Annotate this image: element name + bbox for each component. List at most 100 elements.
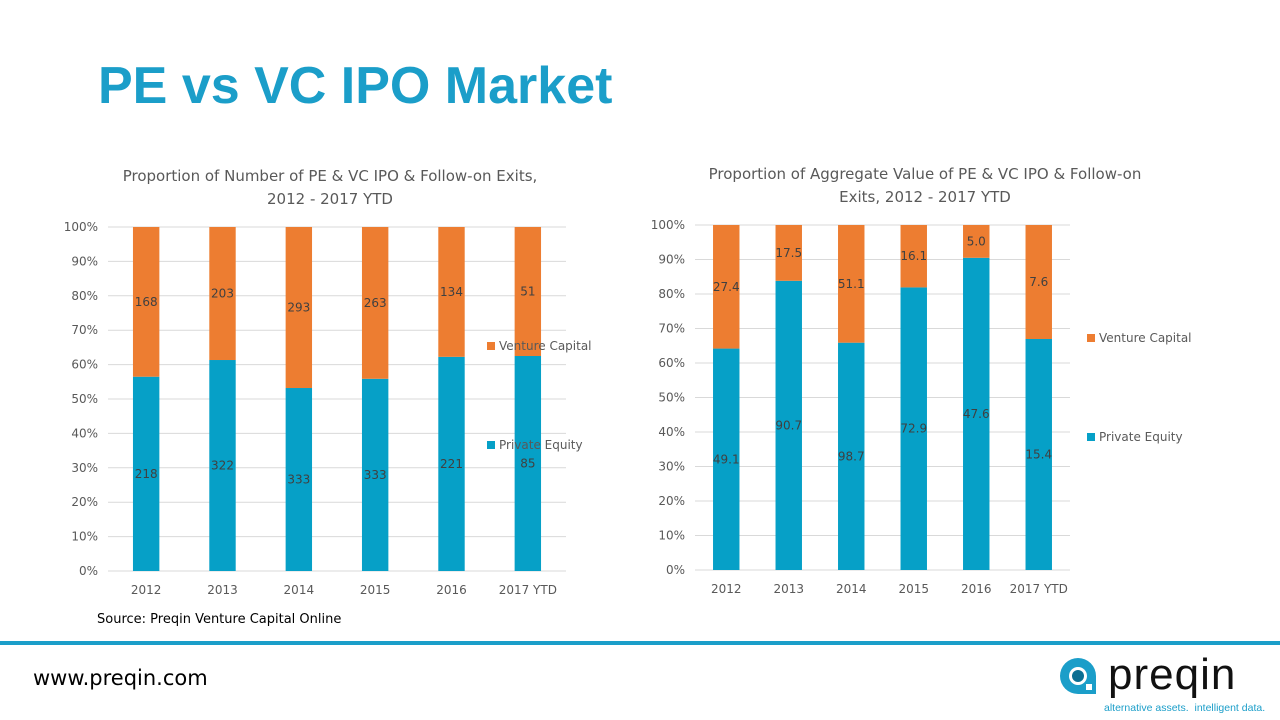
legend-swatch-vc xyxy=(1087,334,1095,342)
legend-label-vc: Venture Capital xyxy=(499,339,592,353)
y-tick-label: 100% xyxy=(651,218,685,232)
x-tick-label: 2012 xyxy=(131,583,162,597)
chart-2-title-line-1: Proportion of Aggregate Value of PE & VC… xyxy=(708,165,1142,183)
bar-venture-capital xyxy=(838,225,865,343)
slide-title: PE vs VC IPO Market xyxy=(98,57,613,115)
bar-private-equity xyxy=(900,287,927,570)
y-tick-label: 50% xyxy=(658,391,685,405)
bar-private-equity xyxy=(514,356,542,571)
y-tick-label: 60% xyxy=(658,356,685,370)
x-tick-label: 2015 xyxy=(898,582,929,596)
legend-swatch-vc xyxy=(487,342,495,350)
x-tick-label: 2013 xyxy=(773,582,804,596)
data-label-private-equity: 49.1 xyxy=(713,452,740,466)
x-tick-label: 2012 xyxy=(711,582,742,596)
data-label-venture-capital: 5.0 xyxy=(967,234,986,248)
bar-private-equity xyxy=(209,360,236,571)
chart-1-title-line-1: Proportion of Number of PE & VC IPO & Fo… xyxy=(122,167,538,185)
x-tick-label: 2017 YTD xyxy=(1010,582,1068,596)
data-label-private-equity: 15.4 xyxy=(1025,448,1052,462)
data-label-venture-capital: 7.6 xyxy=(1029,275,1048,289)
data-label-venture-capital: 293 xyxy=(287,301,310,315)
data-label-private-equity: 90.7 xyxy=(775,418,802,432)
chart-2-title: Proportion of Aggregate Value of PE & VC… xyxy=(680,163,1170,209)
website-url[interactable]: www.preqin.com xyxy=(33,666,208,690)
y-tick-label: 0% xyxy=(79,564,98,578)
bar-private-equity xyxy=(963,257,990,570)
y-tick-label: 20% xyxy=(658,494,685,508)
source-note: Source: Preqin Venture Capital Online xyxy=(97,612,342,627)
data-label-private-equity: 333 xyxy=(287,473,310,487)
bar-private-equity xyxy=(285,388,313,571)
data-label-venture-capital: 16.1 xyxy=(900,249,927,263)
bar-venture-capital xyxy=(209,227,236,361)
tagline-part-2: intelligent data. xyxy=(1194,702,1266,714)
legend-label-vc: Venture Capital xyxy=(1099,331,1192,345)
data-label-venture-capital: 134 xyxy=(440,285,463,299)
y-tick-label: 30% xyxy=(71,461,98,475)
preqin-tagline: alternative assets. intelligent data. xyxy=(1104,702,1265,714)
y-tick-label: 80% xyxy=(658,287,685,301)
footer-divider xyxy=(0,641,1280,645)
x-tick-label: 2016 xyxy=(961,582,992,596)
chart-1-title-line-2: 2012 - 2017 YTD xyxy=(267,190,393,208)
bar-venture-capital xyxy=(132,227,160,377)
bar-private-equity xyxy=(361,378,389,571)
chart-aggregate-value: 0% 10% 20% 30% 40% 50% 60% 70% 80% 90% 100% 49.1 27.… xyxy=(651,218,1192,596)
chart-2-title-line-2: Exits, 2012 - 2017 YTD xyxy=(839,188,1011,206)
data-label-private-equity: 221 xyxy=(440,457,463,471)
legend-swatch-pe xyxy=(1087,433,1095,441)
y-tick-label: 100% xyxy=(64,220,98,234)
data-label-venture-capital: 17.5 xyxy=(775,246,802,260)
data-label-private-equity: 85 xyxy=(520,457,535,471)
x-tick-label: 2017 YTD xyxy=(499,583,557,597)
y-tick-label: 10% xyxy=(658,529,685,543)
legend-swatch-pe xyxy=(487,441,495,449)
y-tick-label: 10% xyxy=(71,530,98,544)
y-tick-label: 60% xyxy=(71,358,98,372)
data-label-private-equity: 333 xyxy=(364,468,387,482)
data-label-private-equity: 218 xyxy=(135,467,158,481)
data-label-venture-capital: 27.4 xyxy=(713,280,740,294)
bar-venture-capital xyxy=(438,227,465,357)
y-tick-label: 40% xyxy=(71,426,98,440)
chart-1-title: Proportion of Number of PE & VC IPO & Fo… xyxy=(90,165,570,211)
y-tick-label: 90% xyxy=(658,253,685,267)
preqin-wordmark: preqin xyxy=(1108,650,1237,699)
bar-venture-capital xyxy=(775,225,802,281)
data-label-private-equity: 72.9 xyxy=(900,422,927,436)
bar-venture-capital xyxy=(1025,225,1052,339)
bar-venture-capital xyxy=(361,227,389,379)
chart-number-of-exits: 0% 10% 20% 30% 40% 50% 60% 70% 80% 90% 100% 218 168 2… xyxy=(64,220,592,597)
y-tick-label: 50% xyxy=(71,392,98,406)
bar-private-equity xyxy=(838,342,865,570)
x-tick-label: 2014 xyxy=(284,583,315,597)
y-tick-label: 70% xyxy=(658,322,685,336)
bar-venture-capital xyxy=(285,227,313,389)
y-tick-label: 70% xyxy=(71,323,98,337)
y-tick-label: 0% xyxy=(666,563,685,577)
bar-private-equity xyxy=(1025,339,1052,570)
x-tick-label: 2014 xyxy=(836,582,867,596)
bar-private-equity xyxy=(713,348,740,570)
x-tick-label: 2016 xyxy=(436,583,467,597)
bar-private-equity xyxy=(132,376,160,571)
legend-label-pe: Private Equity xyxy=(499,438,583,452)
preqin-logo: preqin alternative assets. intelligent d… xyxy=(1058,650,1268,720)
data-label-venture-capital: 203 xyxy=(211,287,234,301)
data-label-venture-capital: 51.1 xyxy=(838,277,865,291)
bar-venture-capital xyxy=(963,225,990,258)
bar-venture-capital xyxy=(713,225,740,349)
y-tick-label: 90% xyxy=(71,254,98,268)
data-label-private-equity: 98.7 xyxy=(838,449,865,463)
data-label-private-equity: 47.6 xyxy=(963,407,990,421)
bar-private-equity xyxy=(438,356,465,571)
bar-venture-capital xyxy=(514,227,542,356)
data-label-venture-capital: 51 xyxy=(520,285,535,299)
y-tick-label: 40% xyxy=(658,425,685,439)
data-label-venture-capital: 168 xyxy=(135,295,158,309)
bar-private-equity xyxy=(775,280,802,570)
preqin-logo-icon xyxy=(1060,658,1096,694)
data-label-private-equity: 322 xyxy=(211,459,234,473)
bar-venture-capital xyxy=(900,225,927,288)
